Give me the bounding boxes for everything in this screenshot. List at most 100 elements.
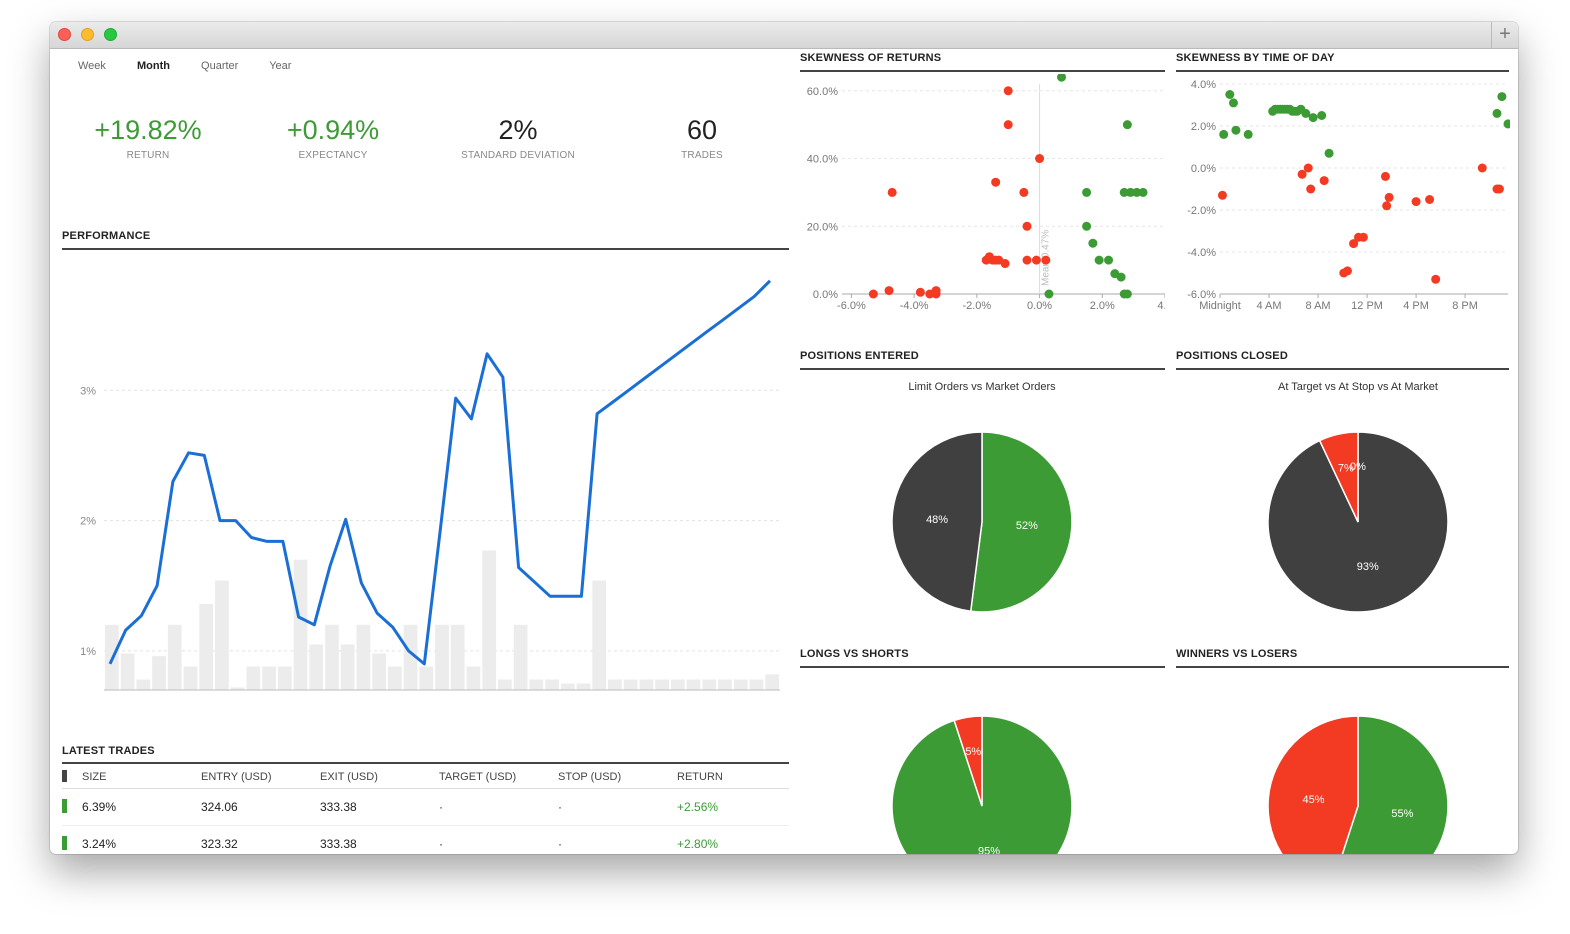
positions-entered-pie: Limit Orders vs Market Orders 52% 48%	[891, 381, 1073, 613]
win-point	[1225, 90, 1235, 99]
loss-point	[1217, 190, 1227, 200]
win-point	[1082, 221, 1092, 231]
volume-bar	[120, 653, 135, 690]
pie-slice	[1318, 431, 1359, 523]
minimize-window-button[interactable]	[81, 28, 94, 41]
cell-target: ·	[439, 837, 443, 851]
volume-bar	[293, 559, 308, 690]
stat-value: +0.94%	[286, 115, 380, 145]
x-tick-label: 4.0	[1157, 300, 1165, 312]
col-size[interactable]: SIZE	[82, 771, 107, 783]
stat-label: EXPECTANCY	[298, 150, 368, 161]
latest-trades-title: LATEST TRADES	[62, 745, 789, 764]
win-point	[1497, 92, 1507, 102]
cell-size: 3.24%	[82, 837, 117, 851]
app-window: + Week Month Quarter Year +19.82% RETURN…	[50, 22, 1518, 854]
pie-label: 5%	[965, 746, 981, 758]
col-target[interactable]: TARGET (USD)	[439, 771, 517, 783]
pie-label: 48%	[926, 514, 948, 526]
titlebar: +	[50, 22, 1518, 49]
cell-entry: 324.06	[201, 800, 238, 814]
loss-point	[1003, 120, 1013, 130]
stat-label: RETURN	[126, 150, 170, 161]
volume-bar	[466, 666, 481, 690]
col-exit[interactable]: EXIT (USD)	[320, 771, 378, 783]
col-entry[interactable]: ENTRY (USD)	[201, 771, 272, 783]
win-point	[1243, 129, 1253, 139]
win-point	[1231, 125, 1241, 135]
volume-bar	[215, 580, 229, 690]
pie-slice	[953, 715, 983, 807]
tab-year[interactable]: Year	[269, 60, 292, 72]
volume-bar	[372, 653, 386, 690]
volume-bar	[199, 603, 214, 690]
win-point	[1122, 120, 1132, 130]
plus-icon: +	[1499, 23, 1511, 45]
loss-point	[1382, 201, 1392, 211]
volume-bar	[387, 666, 402, 690]
loss-point	[1003, 86, 1013, 96]
volume-bar	[592, 580, 607, 690]
y-tick-label: -6.0%	[1187, 289, 1216, 301]
col-stop[interactable]: STOP (USD)	[558, 771, 622, 783]
cell-entry: 323.32	[201, 837, 238, 851]
x-tick-label: 0.0%	[1027, 300, 1052, 312]
volume-bar	[513, 624, 528, 690]
loss-point	[868, 289, 878, 299]
header-marker	[62, 769, 67, 782]
volume-bar	[545, 679, 559, 690]
cell-return: +2.80%	[677, 837, 719, 851]
y-tick-label: 0.0%	[813, 289, 838, 301]
table-row[interactable]: 3.24% 323.32 333.38 · · +2.80%	[62, 826, 789, 854]
pie-title: At Target vs At Stop vs At Market	[1278, 381, 1438, 393]
x-tick-label: 2.0%	[1090, 300, 1115, 312]
volume-bar	[639, 679, 654, 690]
x-tick-label: Midnight	[1199, 300, 1241, 312]
stat-value: +19.82%	[94, 115, 202, 145]
win-point	[1503, 119, 1510, 129]
volume-bar	[356, 624, 371, 690]
table-row[interactable]: 6.39% 324.06 333.38 · · +2.56%	[62, 789, 789, 826]
new-tab-button[interactable]: +	[1491, 22, 1518, 48]
y-tick-label: 60.0%	[807, 86, 838, 98]
zoom-window-button[interactable]	[104, 28, 117, 41]
loss-point	[1019, 187, 1029, 197]
cell-size: 6.39%	[82, 800, 117, 814]
trades-table: SIZE ENTRY (USD) EXIT (USD) TARGET (USD)…	[62, 766, 789, 854]
period-tabs: Week Month Quarter Year	[78, 60, 319, 72]
loss-point	[884, 286, 894, 296]
positions-closed-title: POSITIONS CLOSED	[1176, 350, 1509, 370]
win-point	[1094, 255, 1104, 265]
tab-week[interactable]: Week	[78, 60, 106, 72]
volume-bar	[262, 666, 276, 690]
x-tick-label: 8 PM	[1452, 300, 1478, 312]
win-marker	[62, 798, 67, 813]
loss-point	[991, 177, 1001, 187]
loss-point	[1349, 239, 1359, 249]
win-point	[1082, 187, 1092, 197]
volume-bar	[623, 679, 638, 690]
win-point	[1057, 74, 1067, 82]
performance-title: PERFORMANCE	[62, 230, 789, 250]
loss-point	[1384, 192, 1394, 202]
y-tick-label: -2.0%	[1187, 205, 1216, 217]
volume-bar	[340, 644, 355, 690]
close-window-button[interactable]	[58, 28, 71, 41]
tab-month[interactable]: Month	[136, 60, 170, 72]
pie-label: 7%	[1338, 463, 1354, 475]
stat-value: 2%	[498, 115, 538, 145]
loss-point	[1494, 184, 1504, 194]
loss-point	[1380, 171, 1390, 181]
y-tick-label: 1%	[80, 646, 96, 658]
y-tick-label: 4.0%	[1191, 79, 1216, 91]
pie-label: 45%	[1303, 794, 1325, 806]
tab-quarter[interactable]: Quarter	[201, 60, 239, 72]
loss-point	[1319, 176, 1329, 186]
pie-label: 93%	[1357, 561, 1379, 573]
cell-return: +2.56%	[677, 800, 719, 814]
loss-point	[1431, 274, 1441, 284]
col-return[interactable]: RETURN	[677, 771, 723, 783]
loss-point	[1022, 255, 1032, 265]
volume-bar	[309, 644, 324, 690]
volume-bar	[670, 679, 685, 690]
